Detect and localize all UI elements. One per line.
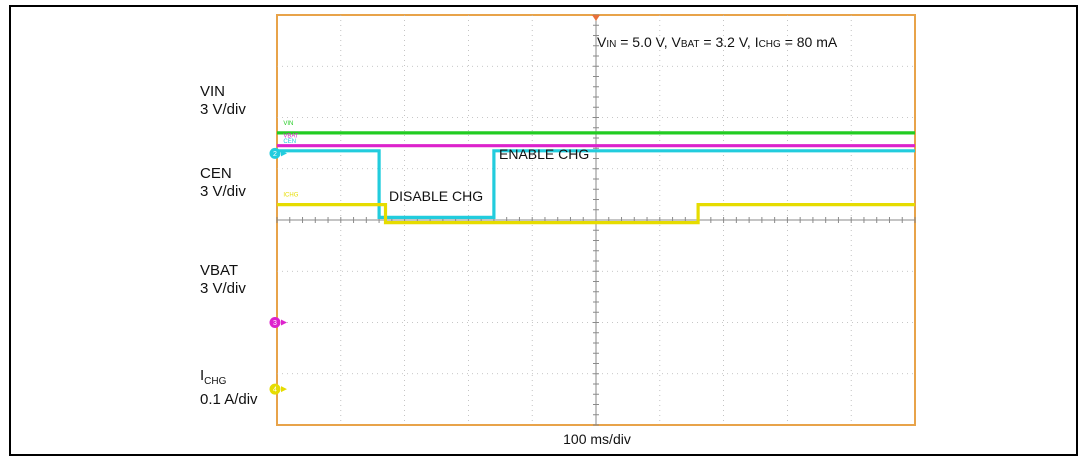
ichg-channel-marker [269,383,281,395]
vin-scale: 3 V/div [200,101,246,118]
vin-trace-label: VIN [283,121,293,127]
scope-grid [276,14,916,426]
ichg-scale: 0.1 A/div [200,391,258,408]
vin-name: VIN [200,83,226,100]
ichg-trace-label: ICHG [283,193,298,199]
vin-label: VIN 3 V/div [200,83,246,119]
cen-name: CEN [200,165,232,182]
vbat-marker-arrow [281,319,287,326]
vbat-marker-number: 3 [273,320,277,327]
x-axis-label: 100 ms/div [563,431,631,447]
ichg-label: ICHG 0.1 A/div [200,367,258,409]
channel-markers: 1234 [269,147,287,395]
chart-title: VIN = 5.0 V, VBAT = 3.2 V, ICHG = 80 mA [597,34,838,50]
figure-frame [9,5,1078,456]
cen-trace-label: CEN [283,139,296,145]
cen-marker-number: 2 [273,151,277,158]
trigger-marker [592,15,600,21]
vbat-name: VBAT [200,262,239,279]
ichg-name: ICHG [200,367,227,387]
vbat-channel-marker [269,317,281,328]
vbat-scale: 3 V/div [200,280,246,297]
cen-channel-marker [269,147,281,159]
annotation-enable-chg: ENABLE CHG [499,146,589,162]
vbat-trace-label: VBAT [283,134,299,140]
cen-trace [277,149,915,219]
ichg-marker-arrow [281,386,287,393]
ichg-trace [277,203,915,225]
cen-scale: 3 V/div [200,183,246,200]
vbat-label: VBAT 3 V/div [200,262,246,298]
cen-label: CEN 3 V/div [200,165,246,201]
cen-marker-arrow [281,150,287,157]
annotation-disable-chg: DISABLE CHG [389,188,483,204]
ichg-marker-number: 4 [273,387,277,394]
